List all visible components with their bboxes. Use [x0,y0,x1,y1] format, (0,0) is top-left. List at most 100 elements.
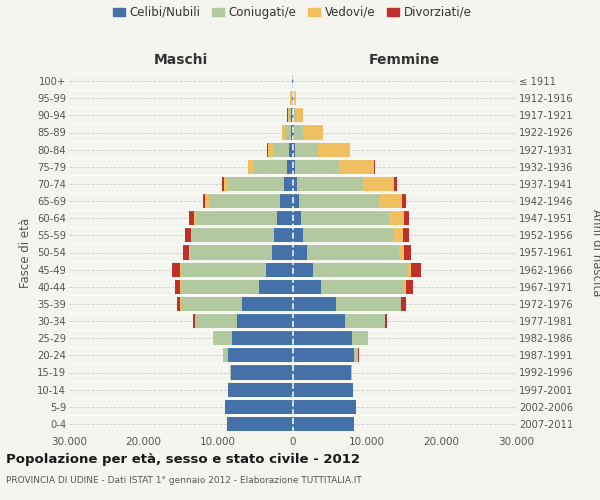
Bar [185,228,191,242]
Bar [293,126,294,140]
Bar [321,280,404,294]
Bar [295,142,319,156]
Bar [291,108,293,122]
Text: PROVINCIA DI UDINE - Dati ISTAT 1° gennaio 2012 - Elaborazione TUTTITALIA.IT: PROVINCIA DI UDINE - Dati ISTAT 1° genna… [6,476,362,485]
Y-axis label: Anni di nascita: Anni di nascita [590,209,600,296]
Bar [293,382,353,396]
Bar [385,314,387,328]
Bar [193,314,195,328]
Bar [293,331,352,345]
Bar [313,262,408,276]
Bar [307,246,398,260]
Bar [293,246,307,260]
Bar [172,262,180,276]
Bar [274,142,289,156]
Bar [194,211,196,225]
Bar [290,126,293,140]
Legend: Celibi/Nubili, Coniugati/e, Vedovi/e, Divorziati/e: Celibi/Nubili, Coniugati/e, Vedovi/e, Di… [113,6,472,19]
Bar [192,228,274,242]
Bar [363,177,394,191]
Bar [293,177,298,191]
Bar [277,211,293,225]
Bar [293,262,313,276]
Bar [291,91,292,105]
Bar [286,126,290,140]
Bar [195,314,236,328]
Bar [294,126,303,140]
Bar [293,142,295,156]
Bar [181,280,259,294]
Bar [403,194,406,208]
Bar [298,177,363,191]
Bar [268,142,274,156]
Bar [292,91,293,105]
Text: Maschi: Maschi [154,54,208,68]
Text: Femmine: Femmine [368,54,440,68]
Bar [183,246,189,260]
Bar [229,177,284,191]
Bar [293,211,301,225]
Bar [338,160,374,174]
Bar [229,382,293,396]
Bar [293,280,321,294]
Bar [289,142,293,156]
Bar [293,194,299,208]
Bar [191,228,192,242]
Bar [259,280,293,294]
Bar [353,348,358,362]
Bar [299,194,379,208]
Bar [344,314,385,328]
Bar [232,331,293,345]
Bar [284,177,293,191]
Bar [287,108,289,122]
Bar [293,297,337,311]
Bar [404,246,411,260]
Bar [295,160,338,174]
Bar [229,348,293,362]
Bar [293,108,296,122]
Bar [304,228,394,242]
Bar [398,246,404,260]
Bar [248,160,254,174]
Bar [230,366,293,380]
Bar [236,314,293,328]
Bar [293,228,304,242]
Bar [177,297,181,311]
Bar [403,228,409,242]
Bar [411,262,421,276]
Bar [227,417,293,431]
Bar [394,177,397,191]
Bar [293,417,355,431]
Bar [175,280,180,294]
Bar [293,160,295,174]
Bar [406,280,413,294]
Text: Popolazione per età, sesso e stato civile - 2012: Popolazione per età, sesso e stato civil… [6,452,360,466]
Bar [352,331,368,345]
Bar [280,194,293,208]
Bar [303,126,323,140]
Bar [337,297,401,311]
Bar [404,211,409,225]
Bar [301,211,389,225]
Bar [404,280,406,294]
Bar [181,297,242,311]
Bar [226,400,293,414]
Bar [401,297,406,311]
Bar [224,177,229,191]
Bar [389,211,404,225]
Y-axis label: Fasce di età: Fasce di età [19,218,32,288]
Bar [293,400,356,414]
Bar [205,194,209,208]
Bar [214,331,232,345]
Bar [254,160,287,174]
Bar [266,262,293,276]
Bar [281,126,286,140]
Bar [180,262,181,276]
Bar [394,228,403,242]
Bar [196,211,277,225]
Bar [203,194,205,208]
Bar [287,160,293,174]
Bar [289,108,291,122]
Bar [296,108,303,122]
Bar [190,211,194,225]
